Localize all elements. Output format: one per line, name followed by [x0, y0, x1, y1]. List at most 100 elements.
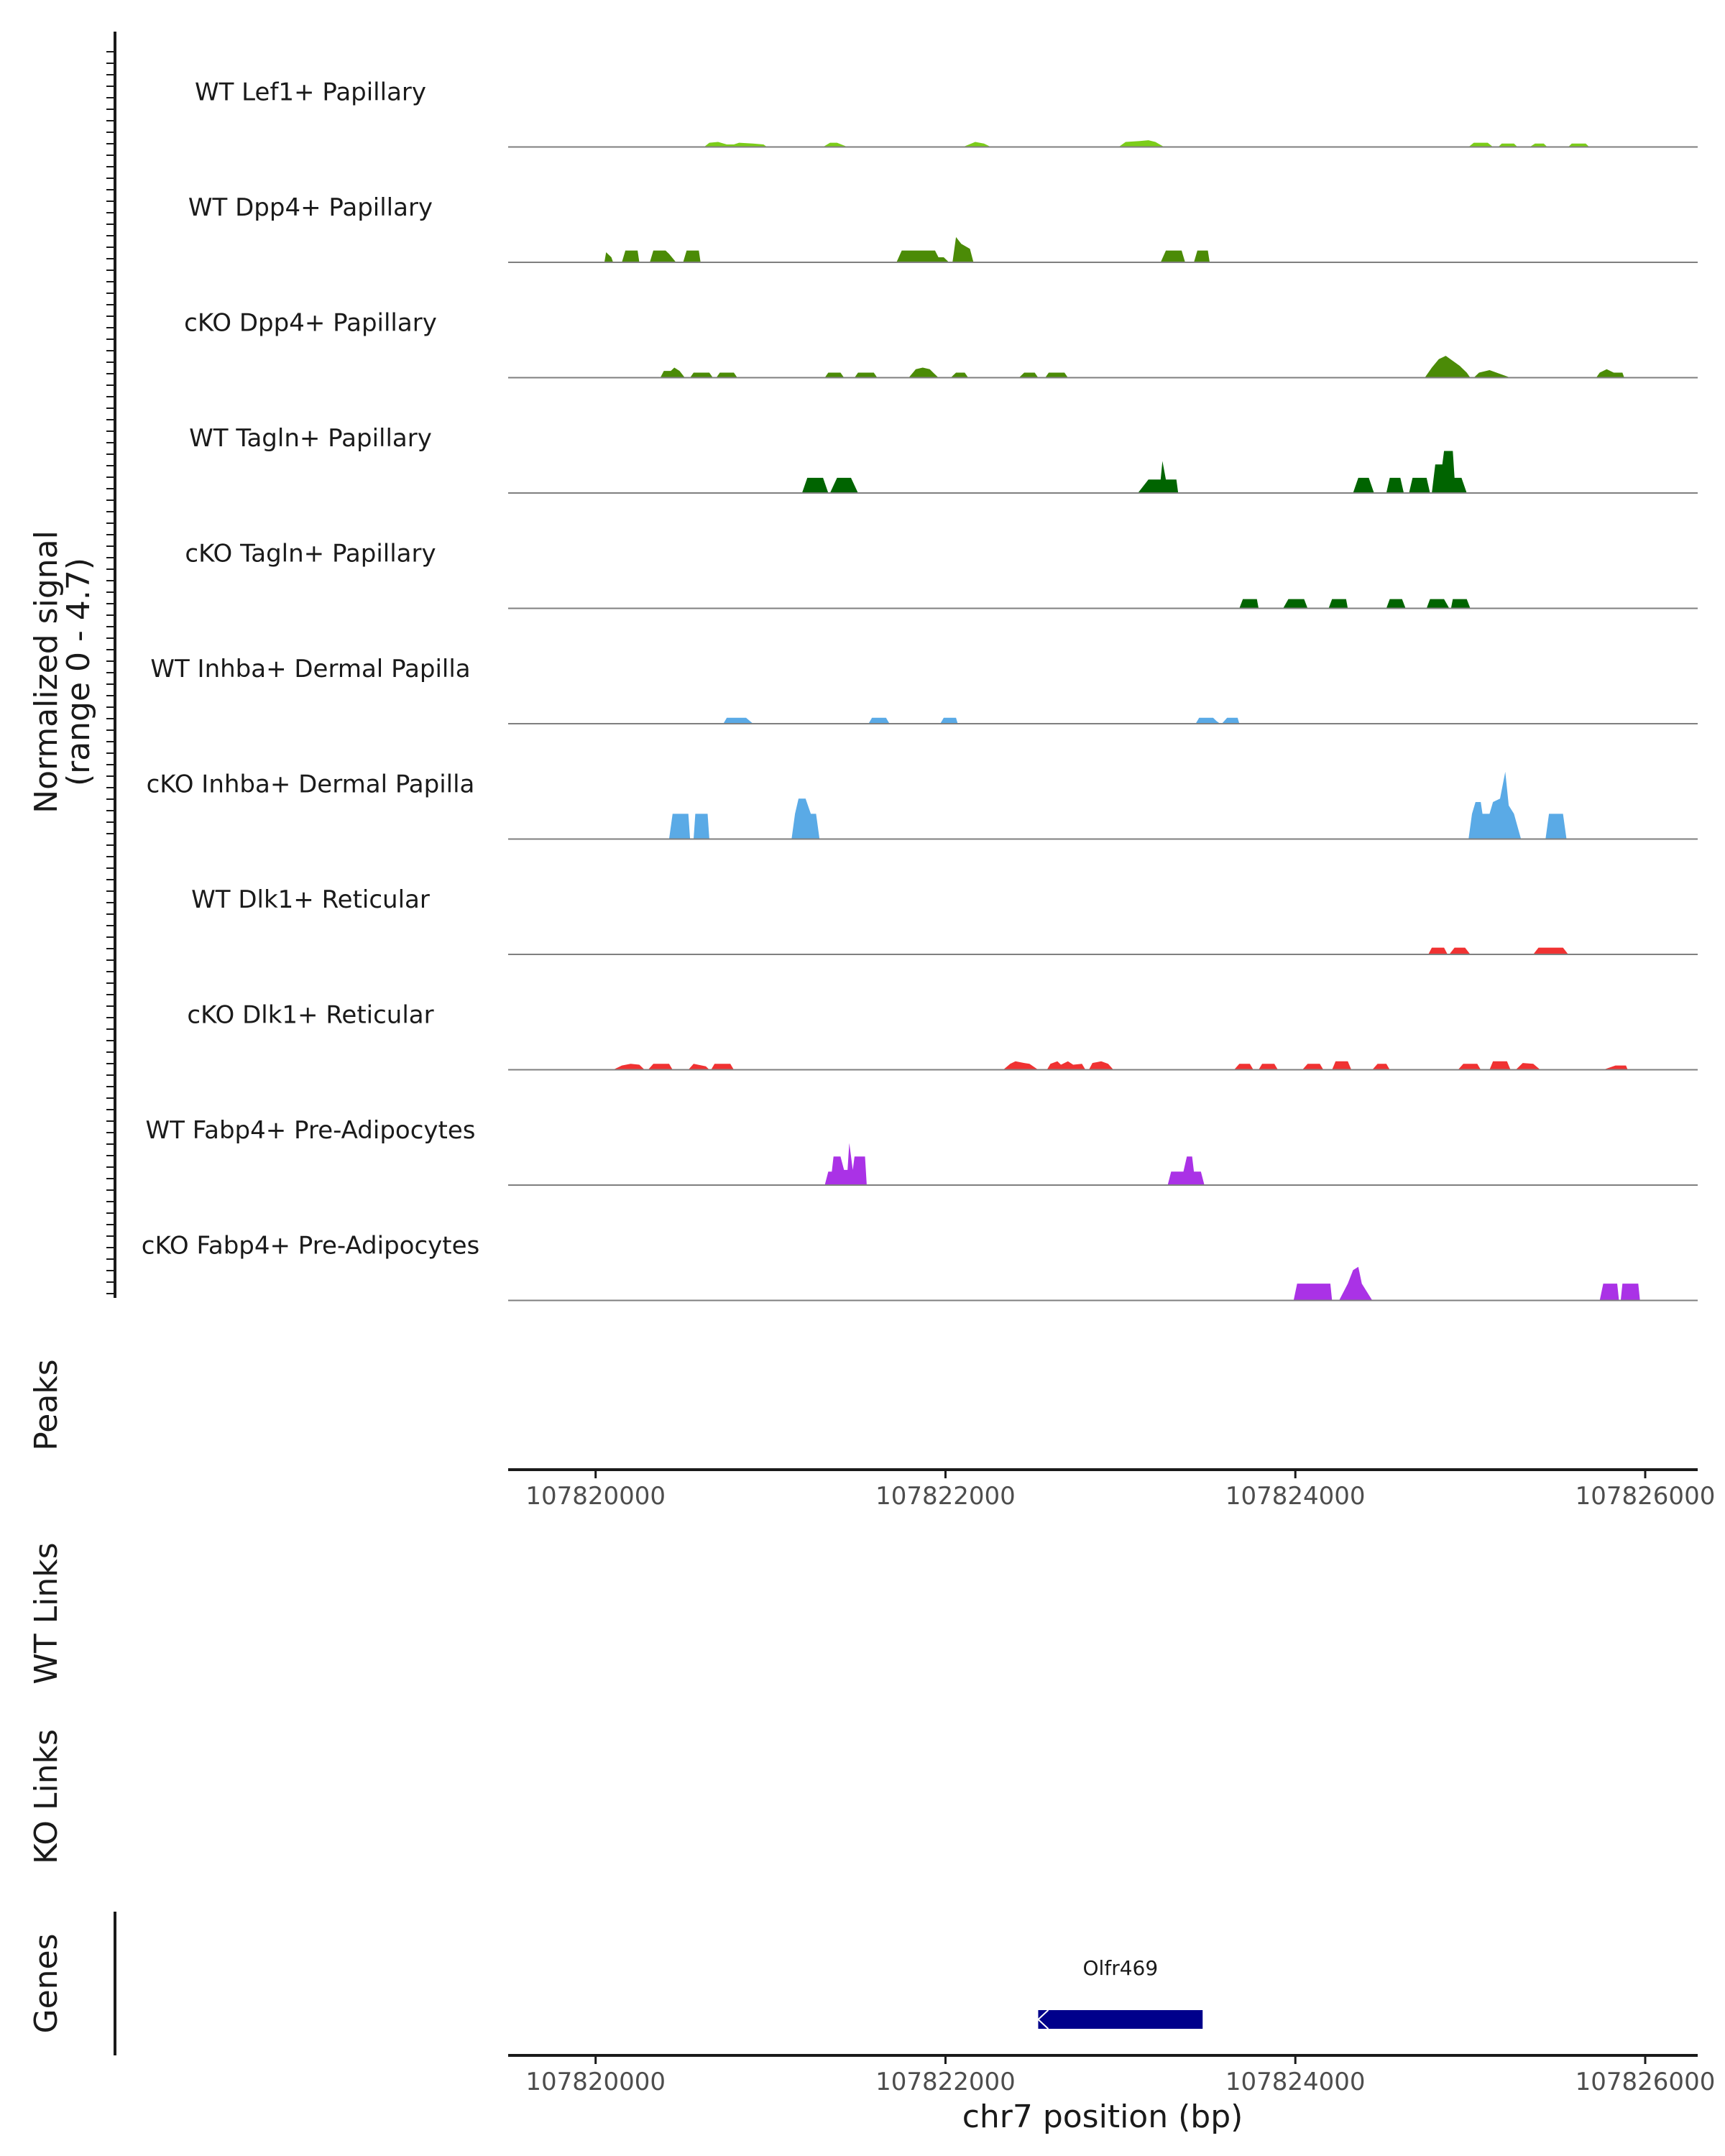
x-axis-title: chr7 position (bp) [962, 2099, 1243, 2135]
track-label: cKO Inhba+ Dermal Papilla [147, 770, 475, 799]
coverage-peak [1386, 599, 1406, 609]
coverage-peak [694, 814, 709, 839]
coverage-peak [1138, 461, 1179, 493]
coverage-peak [950, 372, 969, 378]
coverage-peak [604, 252, 613, 262]
coverage-peak [791, 798, 820, 839]
track-8: WT Dlk1+ Reticular [191, 885, 1698, 955]
coverage-peak [1194, 250, 1210, 262]
coverage-peak [1409, 477, 1430, 493]
coverage-peak [650, 250, 676, 262]
coverage-peak [1167, 1156, 1205, 1185]
coverage-peak [896, 250, 949, 262]
y-axis-title: Normalized signal [28, 530, 65, 814]
coverage-peak [824, 1143, 867, 1185]
coverage-peak [1089, 1061, 1114, 1070]
track-label: WT Dpp4+ Papillary [188, 193, 433, 222]
wt-links-panel-title: WT Links [28, 1542, 65, 1684]
coverage-peak [824, 372, 845, 378]
coverage-peak [952, 236, 974, 262]
track-label: cKO Dlk1+ Reticular [187, 1001, 433, 1030]
coverage-peak [1489, 1061, 1511, 1070]
coverage-peak [1545, 814, 1567, 839]
coverage-peak [716, 372, 737, 378]
coverage-peak [1426, 599, 1450, 609]
coverage-peak [1353, 477, 1374, 493]
coverage-peak [854, 372, 878, 378]
x-tick-label: 107824000 [1225, 2068, 1366, 2096]
track-9: cKO Dlk1+ Reticular [187, 1001, 1698, 1071]
track-label: cKO Fabp4+ Pre-Adipocytes [142, 1232, 480, 1261]
track-label: WT Inhba+ Dermal Papilla [150, 655, 470, 683]
coverage-peak [829, 477, 858, 493]
track-5: cKO Tagln+ Papillary [185, 540, 1698, 609]
track-label: WT Lef1+ Papillary [195, 78, 426, 107]
coverage-peak [1195, 717, 1220, 724]
coverage-peak [668, 814, 691, 839]
coverage-peak [1234, 1064, 1254, 1070]
y-axis-range-label: (range 0 - 4.7) [60, 558, 97, 786]
track-label: WT Fabp4+ Pre-Adipocytes [146, 1116, 476, 1145]
track-2: WT Dpp4+ Papillary [188, 193, 1698, 263]
track-11: cKO Fabp4+ Pre-Adipocytes [142, 1232, 1698, 1302]
track-1: WT Lef1+ Papillary [195, 78, 1698, 148]
coverage-peak [622, 250, 640, 262]
coverage-peak [688, 1064, 709, 1070]
strand-arrow [1036, 2009, 1049, 2030]
gene-annotations: Olfr469 [1036, 1956, 1203, 2030]
coverage-peak [1599, 1284, 1619, 1301]
coverage-peak [1046, 1061, 1086, 1070]
coverage-peak [1468, 142, 1494, 147]
coverage-peak [1293, 1284, 1333, 1301]
track-4: WT Tagln+ Papillary [189, 424, 1698, 494]
y-axis [106, 32, 116, 1298]
track-6: WT Inhba+ Dermal Papilla [150, 655, 1698, 724]
coverage-peak [1468, 771, 1522, 839]
coverage-peak [1003, 1061, 1039, 1070]
genes-x-axis: 107820000 107822000 107824000 107826000 [525, 2055, 1715, 2096]
x-tick-label: 107822000 [875, 1482, 1016, 1511]
gene-body [1038, 2010, 1203, 2029]
y-axis-ticks [106, 51, 115, 1294]
coverage-peak [1386, 477, 1404, 493]
coverage-peak [1372, 1064, 1390, 1070]
x-tick-label: 107820000 [525, 1482, 666, 1511]
coverage-peak [1118, 140, 1164, 147]
coverage-peak [1339, 1266, 1373, 1301]
coverage-peak [1428, 947, 1448, 954]
coverage-peak [690, 372, 713, 378]
coverage-peak [1259, 1064, 1278, 1070]
gene-label: Olfr469 [1083, 1956, 1159, 1980]
coverage-peak [1515, 1063, 1540, 1070]
track-label: WT Tagln+ Papillary [189, 424, 432, 453]
coverage-peak [1498, 143, 1518, 147]
track-10: WT Fabp4+ Pre-Adipocytes [146, 1116, 1698, 1186]
coverage-peak [940, 717, 958, 724]
coverage-peak [1603, 1065, 1628, 1070]
coverage-peak [1533, 947, 1568, 954]
peaks-panel-title: Peaks [28, 1359, 65, 1450]
peaks-x-axis: 107820000 107822000 107824000 107826000 [525, 1470, 1715, 1511]
coverage-peak [1450, 599, 1471, 609]
coverage-peak [1473, 370, 1511, 378]
track-label: cKO Tagln+ Papillary [185, 540, 436, 568]
coverage-peak [823, 142, 848, 147]
coverage-peak [613, 1064, 645, 1070]
x-tick-label: 107824000 [1225, 1482, 1366, 1511]
coverage-peak [962, 142, 991, 147]
coverage-peak [1449, 947, 1471, 954]
coverage-peak [660, 367, 685, 378]
x-tick-label: 107820000 [525, 2068, 666, 2096]
track-3: cKO Dpp4+ Papillary [184, 309, 1698, 379]
coverage-peak [1332, 1061, 1352, 1070]
coverage-peak [1432, 451, 1467, 493]
coverage-peak [868, 717, 890, 724]
coverage-peak [1568, 143, 1590, 147]
track-label: WT Dlk1+ Reticular [191, 885, 430, 914]
coverage-peak [1458, 1064, 1481, 1070]
coverage-peak [723, 717, 753, 724]
coverage-peak [1530, 143, 1547, 147]
coverage-peak [1160, 250, 1185, 262]
